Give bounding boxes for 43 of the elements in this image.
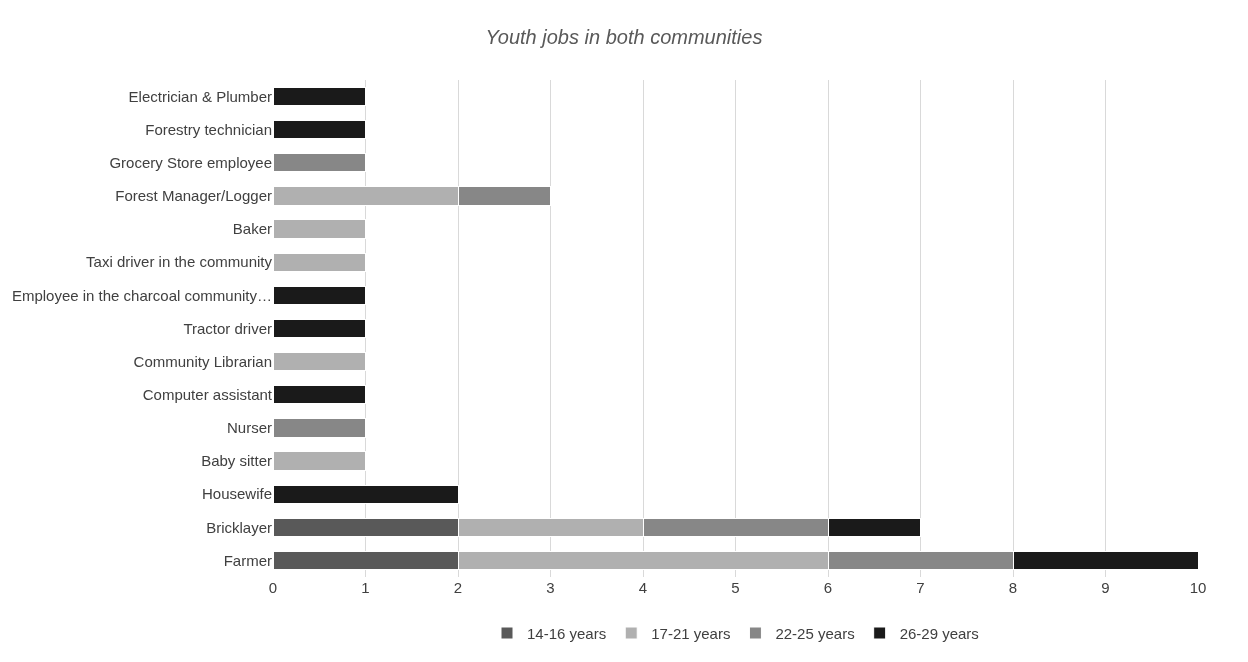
y-tick-label: Housewife	[201, 485, 272, 503]
bar	[273, 385, 366, 405]
y-tick-label: Baker	[232, 220, 272, 238]
bar	[273, 451, 366, 471]
bar	[273, 86, 366, 107]
y-tick-label: Computer assistant	[142, 386, 273, 404]
bar	[273, 252, 366, 272]
x-tick-label: 7	[916, 579, 925, 596]
bar	[273, 120, 366, 140]
y-tick-label: Electrician & Plumber	[128, 87, 272, 105]
legend-label: 22-25 years	[775, 624, 855, 642]
bar	[273, 352, 366, 372]
y-tick-label: Grocery Store employee	[109, 154, 272, 172]
x-tick-label: 5	[731, 579, 740, 596]
chart-title: Youth jobs in both communities	[485, 25, 763, 48]
x-tick-label: 3	[546, 579, 555, 596]
y-tick-label: Bricklayer	[206, 518, 272, 536]
bar	[273, 219, 366, 239]
y-tick-label: Baby sitter	[201, 452, 272, 470]
y-tick-label: Nurser	[226, 419, 272, 437]
bar	[273, 484, 459, 504]
x-tick-label: 4	[638, 579, 648, 596]
legend-label: 26-29 years	[899, 624, 979, 642]
y-tick-label: Forestry technician	[145, 120, 272, 138]
bar	[273, 153, 366, 173]
x-tick-label: 8	[1008, 579, 1018, 596]
x-tick-label: 1	[361, 579, 370, 596]
legend-label: 17-21 years	[651, 624, 731, 642]
legend-label: 14-16 years	[527, 624, 607, 642]
x-tick-label: 6	[823, 579, 833, 596]
y-tick-label: Tractor driver	[183, 319, 272, 337]
x-tick-label: 9	[1101, 579, 1110, 596]
bar	[273, 285, 366, 305]
bar	[273, 318, 366, 339]
y-tick-label: Forest Manager/Logger	[115, 187, 272, 205]
x-tick-label: 10	[1189, 579, 1207, 596]
y-tick-label: Employee in the charcoal community…	[11, 286, 272, 304]
y-tick-label: Farmer	[223, 551, 272, 569]
y-tick-label: Community Librarian	[133, 352, 272, 370]
x-tick-label: 2	[453, 579, 463, 596]
y-tick-label: Taxi driver in the community	[86, 253, 273, 271]
x-tick-label: 0	[268, 579, 278, 596]
bar	[273, 418, 366, 438]
